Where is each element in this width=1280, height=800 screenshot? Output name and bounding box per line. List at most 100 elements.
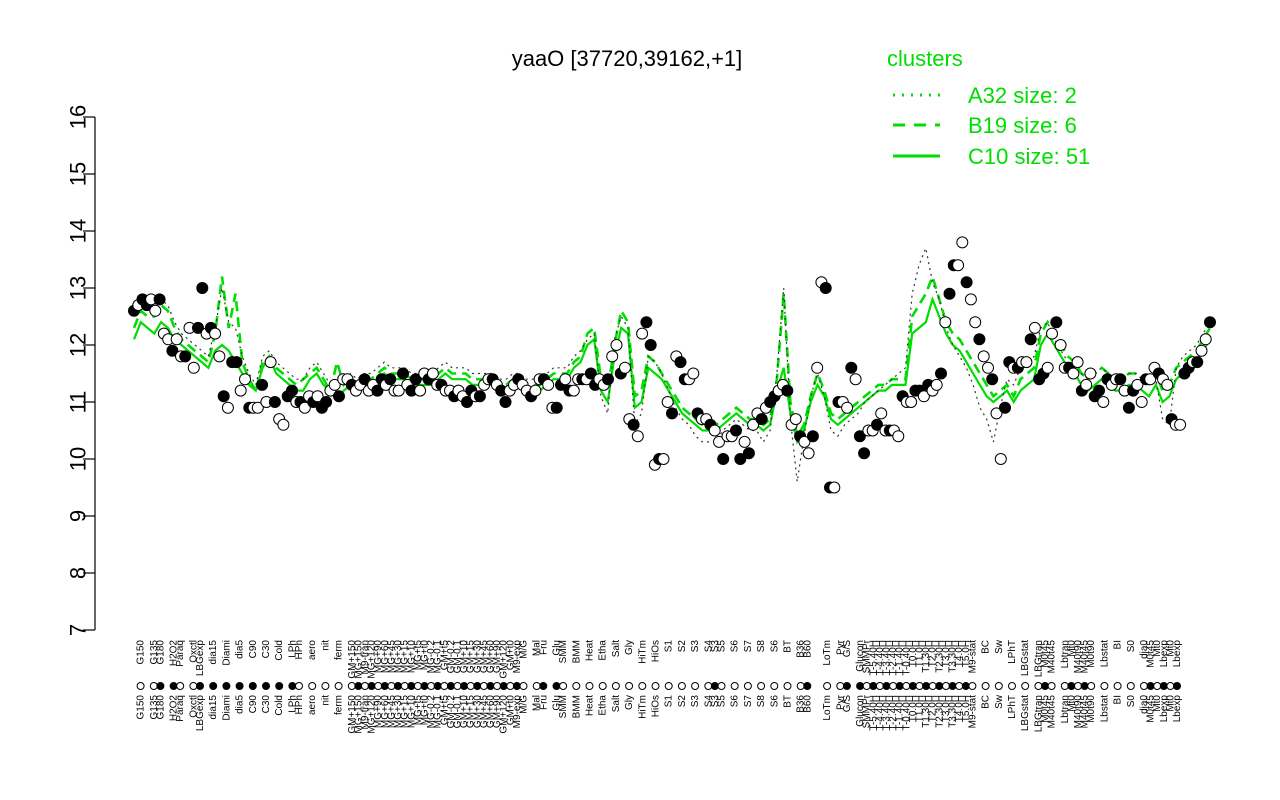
series-dotted-line [133, 245, 1211, 482]
x-rug-mark [710, 682, 719, 690]
x-tick-label-bottom: G150 [136, 695, 147, 720]
x-tick-label: G/S [842, 640, 853, 658]
x-tick-label-bottom: LBGtran [1033, 695, 1044, 732]
data-point [730, 424, 742, 437]
x-tick-label: GM+t0 [505, 640, 516, 671]
x-rug-mark [288, 682, 297, 690]
x-tick-label-bottom: GM-0.2 [446, 695, 457, 729]
x-tick-label: T5.0H [961, 640, 972, 667]
x-rug-mark [955, 682, 964, 690]
data-point [1174, 418, 1187, 431]
x-tick-label-bottom: Lbexp [1159, 695, 1170, 723]
x-tick-label-bottom: MG+15 [400, 695, 411, 729]
x-rug-mark [189, 682, 198, 690]
data-point [1161, 378, 1174, 391]
data-point [1046, 327, 1058, 340]
x-tick-label: Glucon [855, 640, 866, 672]
x-tick-label-bottom: aero [307, 695, 318, 715]
x-rug-mark [691, 682, 700, 690]
data-point [584, 367, 597, 380]
x-tick-label: T3.0H [941, 640, 952, 667]
x-rug-mark [222, 682, 231, 690]
x-tick-label: MG+90 [373, 640, 384, 674]
data-point [550, 401, 563, 414]
x-rug-mark [176, 682, 185, 690]
x-rug-mark [1140, 682, 1148, 690]
x-tick-label-bottom: T-5.40H [868, 695, 879, 731]
data-point [619, 361, 631, 374]
x-rug-mark [796, 682, 805, 690]
data-point [230, 356, 243, 369]
x-tick-label-bottom: LoTm [822, 695, 833, 721]
x-tick-label-bottom: Lbstat [1099, 695, 1110, 722]
x-tick-label: T1.30H [921, 640, 932, 673]
x-tick-label: S6 [730, 640, 741, 653]
x-rug-mark [572, 682, 581, 690]
x-rug-mark [354, 682, 363, 690]
x-tick-label: aero [307, 640, 318, 660]
x-rug-mark [1080, 682, 1089, 690]
x-rug-mark [493, 682, 502, 690]
x-rug-mark [908, 682, 917, 690]
data-point [256, 378, 269, 391]
x-tick-label: Etha [598, 640, 609, 661]
x-rug-mark [440, 682, 449, 690]
data-point [952, 259, 965, 272]
x-rug-mark [136, 682, 145, 690]
series-dashed-line [132, 272, 1212, 440]
x-rug-mark [842, 682, 851, 690]
x-tick-label: S1 [664, 640, 675, 653]
plot-points [128, 236, 1216, 494]
x-tick-label: G135 [149, 640, 160, 665]
x-tick-label-bottom: GM+t0 [505, 695, 516, 726]
x-rug-mark [506, 682, 515, 690]
x-tick-label-bottom: Salt [611, 695, 622, 712]
x-tick-label-bottom: M9-stat [967, 695, 978, 729]
x-tick-label: Lbexp [1159, 640, 1170, 668]
x-rug-mark [882, 682, 891, 690]
x-rug-mark [539, 682, 548, 690]
data-point [333, 390, 345, 403]
x-tick-label: BT [783, 640, 794, 653]
data-point [1024, 333, 1037, 346]
data-point [384, 373, 397, 386]
x-tick-label-bottom: dia15 [208, 695, 219, 720]
x-tick-label-bottom: Fru [538, 695, 549, 710]
x-rug-mark [677, 682, 686, 690]
x-rug-mark [394, 682, 402, 690]
x-rug-mark [1173, 682, 1181, 690]
x-rug-mark [532, 682, 541, 690]
data-point [640, 316, 653, 329]
x-tick-label-bottom: GM+60 [486, 695, 497, 729]
x-tick-label-bottom: T-4.40H [875, 695, 886, 731]
x-tick-label: M9-tran [360, 640, 371, 674]
x-rug-mark [836, 682, 845, 690]
x-rug-mark [585, 682, 594, 690]
x-tick-label: GM-0.1 [453, 640, 464, 674]
x-rug-mark [479, 682, 488, 690]
data-point [806, 430, 819, 443]
data-point [841, 401, 854, 414]
data-point [1050, 316, 1063, 329]
x-rug-mark [928, 682, 937, 690]
x-tick-label: C30 [261, 640, 272, 659]
data-point [559, 373, 572, 386]
x-rug-mark [664, 682, 673, 690]
x-rug-mark [638, 682, 647, 690]
x-tick-label-bottom: dia0 [1139, 695, 1150, 714]
y-tick-label: 16 [66, 105, 91, 129]
data-point [461, 396, 473, 408]
data-point [1191, 356, 1204, 369]
data-point [542, 378, 555, 391]
x-tick-label-bottom: B60 [802, 695, 813, 713]
x-tick-label: SMM [558, 640, 569, 663]
x-tick-label-bottom: T-1.40H [895, 695, 906, 731]
x-rug-mark [1159, 682, 1168, 690]
data-point [251, 401, 264, 414]
x-tick-label: MG+120 [367, 640, 378, 679]
data-point [845, 361, 858, 374]
x-tick-label-bottom: BMM [571, 695, 582, 718]
x-tick-label-bottom: SMM [558, 695, 569, 718]
x-tick-label-bottom: S3 [690, 695, 701, 708]
x-rug-mark [895, 682, 904, 690]
